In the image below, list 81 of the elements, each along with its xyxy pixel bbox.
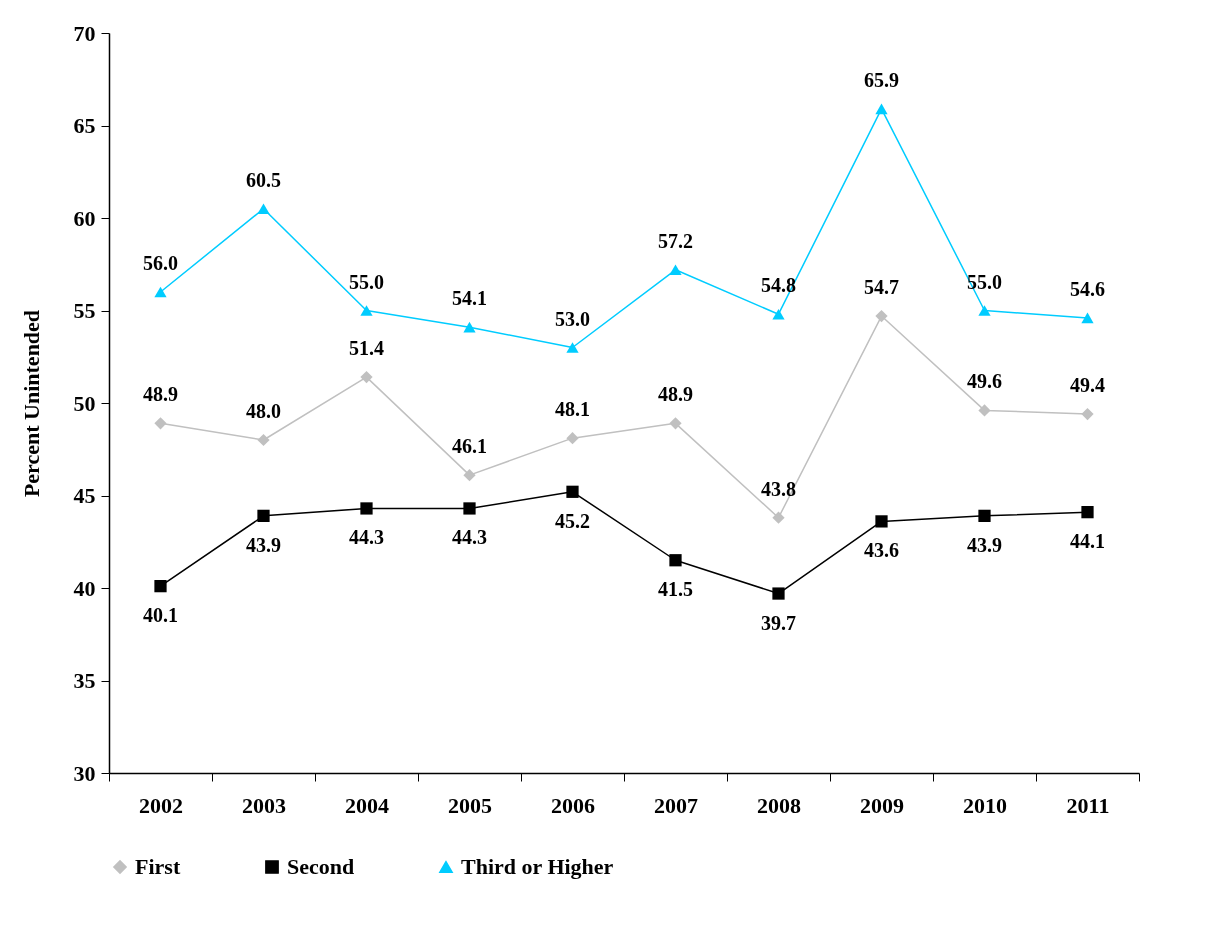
x-tick-label: 2002	[139, 792, 183, 818]
point	[875, 515, 888, 528]
y-tick-label: 45	[73, 483, 96, 508]
point	[1081, 506, 1094, 519]
x-tick-label: 2004	[345, 792, 389, 818]
data-label: 43.9	[967, 533, 1002, 556]
point	[154, 286, 167, 298]
data-label: 43.9	[246, 533, 281, 556]
legend-label: Third or Higher	[461, 854, 614, 879]
data-label: 43.6	[864, 539, 899, 562]
point	[360, 370, 373, 384]
point	[566, 485, 579, 498]
data-label: 48.0	[246, 400, 281, 422]
point	[978, 509, 991, 522]
data-label: 48.9	[658, 383, 693, 406]
data-label: 44.1	[1070, 530, 1105, 553]
y-axis-title: Percent Unintended	[18, 309, 44, 498]
data-label: 54.6	[1070, 277, 1105, 300]
x-tick-label: 2007	[654, 792, 698, 818]
point	[154, 417, 167, 430]
point	[669, 417, 682, 430]
data-label: 49.6	[967, 370, 1002, 393]
point	[257, 433, 270, 447]
y-tick-label: 35	[73, 668, 96, 693]
data-label: 60.5	[246, 168, 281, 191]
point	[772, 587, 785, 600]
x-tick-label: 2011	[1066, 792, 1110, 818]
x-tick-label: 2008	[757, 792, 801, 818]
point	[875, 103, 888, 115]
data-label: 44.3	[349, 526, 384, 549]
y-tick-label: 40	[73, 575, 96, 601]
data-label: 56.0	[143, 252, 178, 274]
data-label: 48.1	[555, 398, 590, 421]
point	[978, 305, 991, 316]
y-tick-label: 50	[73, 390, 96, 416]
point	[772, 308, 785, 320]
data-label: 57.2	[658, 229, 693, 252]
point	[566, 342, 579, 353]
point	[669, 264, 682, 276]
point	[463, 469, 476, 482]
data-label: 45.2	[555, 509, 590, 532]
y-tick-label: 65	[73, 113, 96, 138]
point	[978, 404, 991, 417]
data-label: 53.0	[555, 307, 590, 330]
point	[154, 580, 167, 593]
point	[463, 502, 476, 515]
data-label: 41.5	[658, 578, 693, 601]
point	[566, 432, 579, 445]
x-tick-label: 2003	[242, 792, 286, 818]
point	[1081, 407, 1094, 421]
point	[257, 509, 270, 522]
data-label: 43.8	[761, 477, 796, 500]
data-label: 46.1	[452, 435, 487, 458]
point	[463, 321, 476, 333]
point	[772, 511, 785, 524]
data-label: 44.3	[452, 526, 487, 549]
x-tick-label: 2009	[860, 792, 904, 818]
data-label: 65.9	[864, 68, 899, 91]
legend-label: Second	[287, 854, 355, 879]
y-tick-label: 30	[73, 760, 96, 786]
y-tick-label: 55	[73, 298, 96, 323]
point	[360, 305, 373, 316]
data-label: 49.4	[1070, 374, 1105, 397]
legend-label: First	[135, 854, 181, 879]
point	[1081, 312, 1094, 324]
y-tick-label: 60	[73, 205, 96, 231]
data-label: 48.9	[143, 383, 178, 406]
data-label: 55.0	[349, 270, 384, 293]
point	[257, 203, 270, 215]
y-tick-label: 70	[73, 20, 96, 46]
x-tick-label: 2006	[551, 792, 595, 818]
point	[875, 309, 888, 323]
data-label: 39.7	[761, 611, 796, 634]
x-tick-label: 2005	[448, 792, 492, 818]
data-label: 54.1	[452, 287, 487, 310]
point	[669, 554, 682, 567]
data-label: 51.4	[349, 337, 384, 360]
point	[360, 502, 373, 515]
data-label: 54.7	[864, 276, 899, 299]
x-tick-label: 2010	[963, 792, 1007, 818]
data-label: 40.1	[143, 604, 178, 627]
